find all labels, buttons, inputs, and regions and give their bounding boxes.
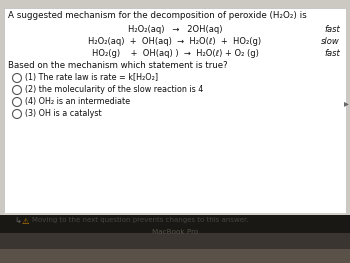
Text: HO₂(g)    +  OH(aq) )  →  H₂O(ℓ) + O₂ (g): HO₂(g) + OH(aq) ) → H₂O(ℓ) + O₂ (g) <box>92 49 258 58</box>
Text: fast: fast <box>324 49 340 58</box>
Bar <box>0 249 350 263</box>
Text: MacBook Pro: MacBook Pro <box>152 229 198 235</box>
Bar <box>0 233 350 249</box>
Text: slow: slow <box>321 37 340 46</box>
Text: (4) OH₂ is an intermediate: (4) OH₂ is an intermediate <box>25 97 130 106</box>
Text: ▸: ▸ <box>344 98 349 108</box>
Text: H₂O₂(aq)  +  OH(aq)  →  H₂O(ℓ)  +  HO₂(g): H₂O₂(aq) + OH(aq) → H₂O(ℓ) + HO₂(g) <box>89 37 261 46</box>
Text: Moving to the next question prevents changes to this answer.: Moving to the next question prevents cha… <box>32 217 248 223</box>
Bar <box>0 215 350 263</box>
Text: A suggested mechanism for the decomposition of peroxide (H₂O₂) is: A suggested mechanism for the decomposit… <box>8 11 307 20</box>
Text: fast: fast <box>324 25 340 34</box>
Text: ⚠: ⚠ <box>22 217 29 226</box>
Text: ↳: ↳ <box>14 217 21 226</box>
Text: (1) The rate law is rate = k[H₂O₂]: (1) The rate law is rate = k[H₂O₂] <box>25 73 158 82</box>
Text: (3) OH is a catalyst: (3) OH is a catalyst <box>25 109 101 118</box>
Text: Based on the mechanism which statement is true?: Based on the mechanism which statement i… <box>8 61 228 70</box>
Text: H₂O₂(aq)   →   2OH(aq): H₂O₂(aq) → 2OH(aq) <box>128 25 222 34</box>
Text: (2) the molecularity of the slow reaction is 4: (2) the molecularity of the slow reactio… <box>25 85 203 94</box>
Bar <box>4 8 346 215</box>
Bar <box>4 213 346 233</box>
